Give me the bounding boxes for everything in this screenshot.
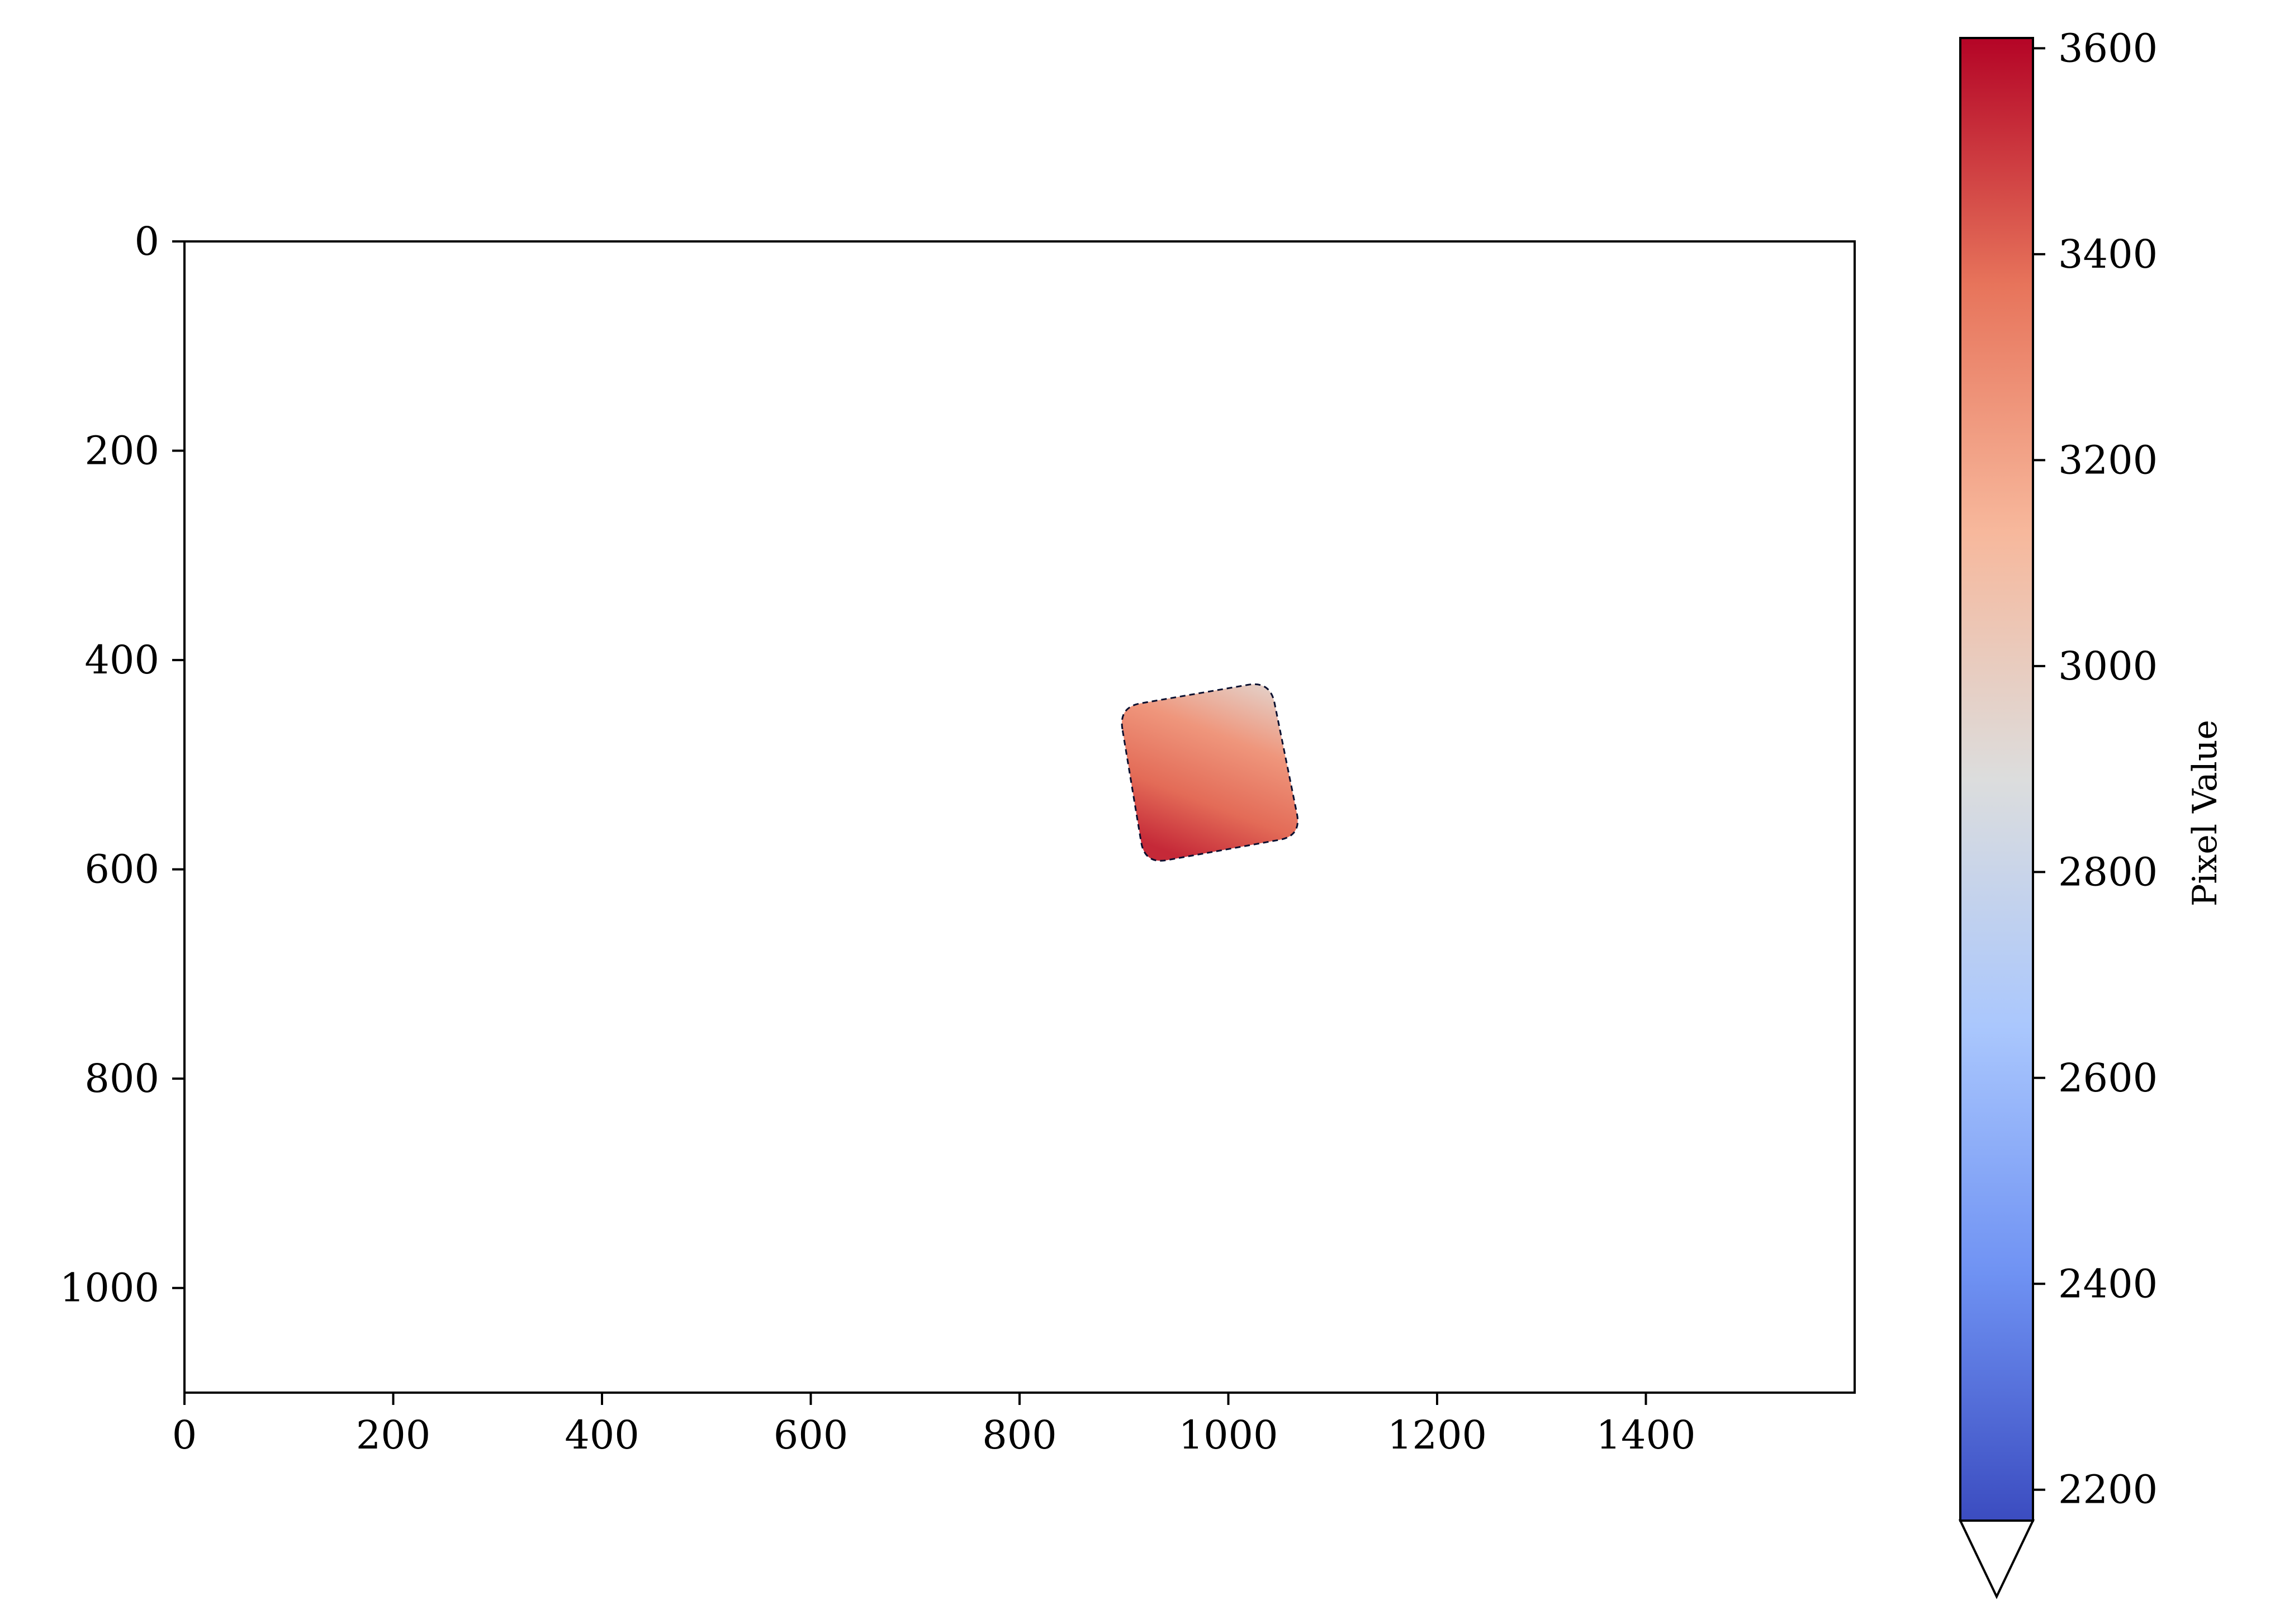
heatmap-region xyxy=(1121,683,1298,862)
x-tick-label: 600 xyxy=(774,1412,849,1458)
colorbar-tick-label: 3600 xyxy=(2058,25,2158,71)
x-tick-label: 800 xyxy=(982,1412,1057,1458)
colorbar-frame xyxy=(1959,37,2034,1522)
y-tick-label: 600 xyxy=(84,847,159,892)
y-tick-label: 400 xyxy=(84,637,159,683)
colorbar-tick-label: 2400 xyxy=(2058,1261,2158,1307)
heatmap-region-fill xyxy=(1122,684,1298,861)
colorbar-label: Pixel Value xyxy=(2186,720,2225,906)
colorbar-tick-label: 3200 xyxy=(2058,437,2158,483)
y-tick-label: 200 xyxy=(84,428,159,474)
x-tick-label: 1400 xyxy=(1596,1412,1695,1458)
region-dashed-outline xyxy=(1121,683,1298,862)
y-tick-label: 0 xyxy=(134,219,159,264)
x-tick-label: 200 xyxy=(356,1412,431,1458)
colorbar-body xyxy=(1960,38,2033,1521)
colorbar-tick-label: 3400 xyxy=(2058,231,2158,277)
y-tick-label: 800 xyxy=(84,1056,159,1101)
y-axis: 0 200 400 600 800 1000 xyxy=(60,219,184,1311)
x-tick-label: 0 xyxy=(172,1412,197,1458)
x-axis: 0 200 400 600 800 1000 1200 1400 xyxy=(172,1393,1696,1458)
y-tick-label: 1000 xyxy=(60,1265,159,1311)
colorbar-ticks: 2200 2400 2600 2800 3000 3200 3400 3600 xyxy=(2033,25,2158,1513)
colorbar-tick-label: 3000 xyxy=(2058,643,2158,689)
colorbar-tick-label: 2800 xyxy=(2058,849,2158,895)
x-tick-label: 1000 xyxy=(1178,1412,1278,1458)
colorbar-tick-label: 2600 xyxy=(2058,1055,2158,1101)
colorbar-tick-label: 2200 xyxy=(2058,1467,2158,1513)
colorbar: 2200 2400 2600 2800 3000 3200 3400 3600 Pixel V… xyxy=(1958,25,2225,1599)
colorbar-extend-triangle xyxy=(1958,1519,2035,1599)
x-tick-label: 400 xyxy=(565,1412,639,1458)
axes-background xyxy=(184,241,1855,1393)
x-tick-label: 1200 xyxy=(1387,1412,1487,1458)
plot-area xyxy=(183,240,1856,1394)
